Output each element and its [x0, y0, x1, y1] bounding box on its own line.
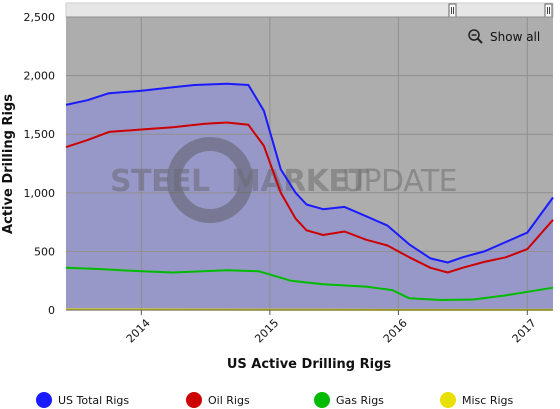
x-axis: 2014 2015 2016 2017: [66, 309, 553, 345]
navigator-handle-left[interactable]: [448, 3, 457, 18]
legend-label: Oil Rigs: [208, 394, 250, 407]
total-rigs-area: [66, 83, 553, 310]
legend-marker-icon: [440, 392, 456, 408]
y-tick-label: 2,000: [24, 70, 56, 83]
watermark-middle: MARKET: [231, 164, 369, 199]
y-tick-label: 0: [48, 304, 55, 317]
x-tick-label: 2017: [510, 316, 539, 345]
watermark-left: STEEL: [110, 164, 210, 199]
legend-marker-icon: [36, 392, 52, 408]
y-tick-label: 1,000: [24, 187, 56, 200]
x-tick-label: 2015: [252, 316, 281, 345]
legend-item-oil-rigs[interactable]: Oil Rigs: [186, 392, 250, 408]
legend-marker-icon: [314, 392, 330, 408]
x-tick-label: 2014: [124, 316, 153, 345]
watermark-right: UPDATE: [342, 164, 457, 199]
legend-item-gas-rigs[interactable]: Gas Rigs: [314, 392, 384, 408]
y-axis-title: Active Drilling Rigs: [1, 94, 16, 234]
y-tick-label: 500: [34, 245, 55, 258]
legend-marker-icon: [186, 392, 202, 408]
show-all-label: Show all: [490, 30, 540, 44]
watermark: STEEL MARKET UPDATE: [110, 137, 458, 223]
show-all-button[interactable]: Show all: [468, 29, 540, 44]
legend-label: US Total Rigs: [58, 394, 129, 407]
legend-item-misc-rigs[interactable]: Misc Rigs: [440, 392, 514, 408]
series-line-us-total-rigs: [65, 82, 554, 264]
legend: US Total Rigs Oil Rigs Gas Rigs Misc Rigs: [36, 392, 514, 408]
legend-item-us-total-rigs[interactable]: US Total Rigs: [36, 392, 129, 408]
x-tick-label: 2016: [381, 316, 410, 345]
series-line-gas-rigs: [65, 266, 554, 301]
gridlines: [66, 16, 553, 311]
y-axis: 0 500 1,000 1,500 2,000 2,500: [24, 11, 56, 317]
y-tick-label: 1,500: [24, 128, 56, 141]
navigator-handle-right[interactable]: [544, 3, 553, 18]
zoom-out-icon: [468, 29, 483, 44]
legend-label: Gas Rigs: [336, 394, 384, 407]
legend-label: Misc Rigs: [462, 394, 514, 407]
series-line-oil-rigs: [65, 121, 554, 274]
y-tick-label: 2,500: [24, 11, 56, 24]
x-axis-title: US Active Drilling Rigs: [227, 357, 392, 372]
watermark-ring-icon: [167, 137, 253, 223]
range-navigator[interactable]: [65, 2, 554, 18]
